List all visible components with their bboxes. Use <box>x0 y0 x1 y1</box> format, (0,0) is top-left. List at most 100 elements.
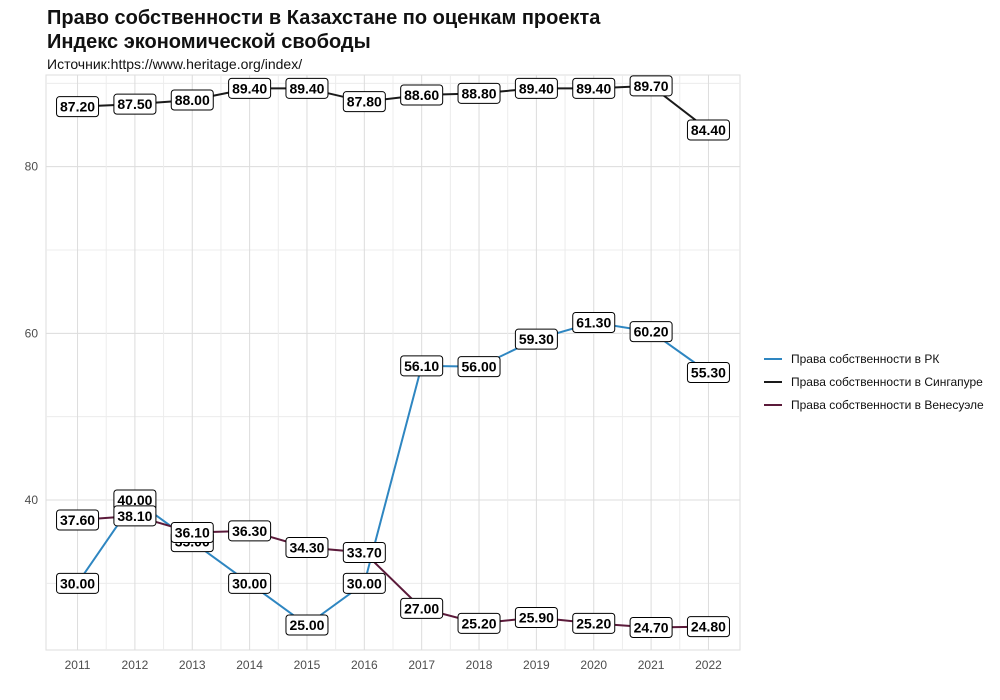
y-tick-label: 40 <box>25 493 39 507</box>
data-label-box <box>342 542 386 563</box>
data-label-box <box>629 75 673 97</box>
data-label: 84.40 <box>686 119 730 141</box>
data-label: 59.30 <box>514 328 558 350</box>
data-label-box <box>572 612 616 634</box>
data-label: 40.00 <box>113 489 157 511</box>
data-label-box <box>56 572 100 594</box>
data-label: 56.10 <box>400 355 444 377</box>
data-label: 61.30 <box>572 312 616 333</box>
legend-swatch <box>764 357 782 360</box>
x-tick-label: 2018 <box>466 658 493 672</box>
data-label: 25.90 <box>514 607 558 628</box>
data-label-box <box>400 84 444 106</box>
data-label: 88.00 <box>170 89 214 111</box>
data-label: 87.20 <box>56 96 100 118</box>
data-label-text: 25.20 <box>462 615 497 631</box>
data-label: 27.00 <box>400 597 444 619</box>
data-label: 89.40 <box>572 77 616 99</box>
data-label: 25.20 <box>572 612 616 634</box>
data-label: 30.00 <box>56 572 100 594</box>
chart-title-line-1: Право собственности в Казахстане по оцен… <box>47 7 601 29</box>
x-tick-label: 2021 <box>638 658 665 672</box>
data-label-text: 30.00 <box>347 575 382 591</box>
data-label-text: 84.40 <box>691 122 726 138</box>
data-label-box <box>342 91 386 113</box>
legend-label: Права собственности в Сингапуре <box>791 374 983 389</box>
data-label-text: 24.80 <box>691 619 726 635</box>
data-label-box <box>228 520 272 542</box>
data-label-text: 89.40 <box>232 80 267 96</box>
data-label-text: 89.70 <box>634 78 669 94</box>
data-label-text: 87.50 <box>117 96 152 112</box>
data-label: 30.00 <box>228 572 272 594</box>
data-label-box <box>457 356 501 378</box>
data-label-box <box>170 89 214 111</box>
data-label-box <box>56 96 100 118</box>
data-label-text: 88.00 <box>175 92 210 108</box>
data-label-box <box>400 597 444 619</box>
data-label-text: 37.60 <box>60 512 95 528</box>
data-label-box <box>56 509 100 531</box>
data-label: 87.80 <box>342 91 386 113</box>
data-label-text: 61.30 <box>576 315 611 331</box>
data-label-text: 38.10 <box>117 508 152 524</box>
data-label-text: 87.20 <box>60 99 95 115</box>
data-label-text: 60.20 <box>634 324 669 340</box>
x-tick-label: 2012 <box>122 658 149 672</box>
data-label: 30.00 <box>342 572 386 594</box>
data-label-box <box>686 119 730 141</box>
data-label-text: 25.90 <box>519 610 554 626</box>
data-label-box <box>285 537 329 558</box>
data-label: 56.00 <box>457 356 501 378</box>
data-label-text: 89.40 <box>576 80 611 96</box>
x-tick-label: 2011 <box>65 658 91 672</box>
data-label: 37.60 <box>56 509 100 531</box>
x-tick-label: 2013 <box>179 658 206 672</box>
data-label-text: 88.80 <box>462 85 497 101</box>
data-label-box <box>686 362 730 383</box>
data-label-box <box>514 607 558 628</box>
data-label: 34.30 <box>285 537 329 558</box>
data-label-text: 33.70 <box>347 545 382 561</box>
legend-swatch <box>764 403 782 406</box>
data-label: 38.10 <box>113 505 157 527</box>
data-label: 24.70 <box>629 617 673 638</box>
data-label: 33.70 <box>342 542 386 563</box>
legend-item: Права собственности в Венесуэле <box>764 393 984 416</box>
data-label-box <box>400 355 444 377</box>
data-label: 55.30 <box>686 362 730 383</box>
data-label-text: 36.30 <box>232 523 267 539</box>
data-label-text: 89.40 <box>519 80 554 96</box>
data-label-text: 89.40 <box>289 80 324 96</box>
x-tick-label: 2019 <box>523 658 550 672</box>
data-label-text: 25.20 <box>576 615 611 631</box>
chart-subtitle: Источник:https://www.heritage.org/index/ <box>47 56 303 72</box>
data-label-text: 56.00 <box>462 359 497 375</box>
data-label-box <box>629 617 673 638</box>
data-label-text: 30.00 <box>60 575 95 591</box>
data-label-text: 25.00 <box>289 617 324 633</box>
data-label: 88.80 <box>457 82 501 104</box>
data-label: 25.20 <box>457 612 501 634</box>
data-label-box <box>572 77 616 99</box>
data-label: 89.40 <box>285 77 329 99</box>
chart-title: Право собственности в Казахстане по оцен… <box>47 6 600 54</box>
data-label-box <box>285 77 329 99</box>
x-tick-label: 2020 <box>580 658 607 672</box>
data-label-box <box>457 82 501 104</box>
data-label: 89.70 <box>629 75 673 97</box>
data-label-box <box>113 93 157 115</box>
data-label: 60.20 <box>629 321 673 343</box>
data-label-text: 36.10 <box>175 525 210 541</box>
data-label-box <box>285 614 329 636</box>
data-label-box <box>686 616 730 638</box>
x-tick-label: 2022 <box>695 658 722 672</box>
data-label-text: 55.30 <box>691 365 726 381</box>
data-label: 89.40 <box>228 77 272 99</box>
data-label: 89.40 <box>514 77 558 99</box>
data-label: 36.30 <box>228 520 272 542</box>
y-tick-label: 80 <box>25 160 39 174</box>
data-label-text: 59.30 <box>519 331 554 347</box>
legend-item: Права собственности в Сингапуре <box>764 370 984 393</box>
